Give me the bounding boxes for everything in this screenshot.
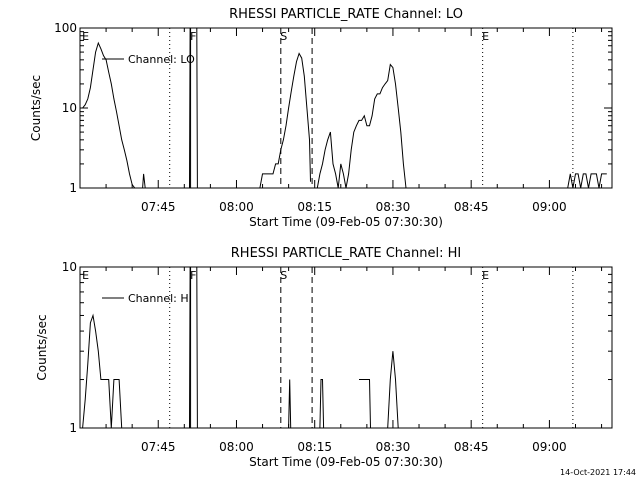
x-tick-label: 09:00 (532, 440, 567, 454)
event-marker-label: F (190, 269, 196, 282)
series-line-orbit-1 (82, 41, 138, 189)
event-marker-label: S (280, 30, 287, 43)
chart-title: RHESSI PARTICLE_RATE Channel: LO (229, 7, 463, 22)
x-tick-label: 07:45 (141, 440, 176, 454)
event-marker-label: S (280, 269, 287, 282)
x-tick-label: 08:15 (297, 440, 332, 454)
event-marker-label: E (82, 30, 89, 43)
x-tick-label: 09:00 (532, 200, 567, 214)
series-line-spike-early (142, 173, 146, 189)
event-marker-label: F (190, 30, 196, 43)
x-tick-label: 07:45 (141, 200, 176, 214)
footer-date: 14-Oct-2021 17:44 (560, 468, 636, 477)
x-tick-label: 08:30 (376, 200, 411, 214)
x-tick-label: 08:45 (454, 200, 489, 214)
event-marker-label: E (82, 269, 89, 282)
series-line-step (359, 379, 371, 429)
chart-panel-hi: RHESSI PARTICLE_RATE Channel: HI 1 10 Count… (35, 246, 613, 469)
series-line-block-F (189, 27, 198, 189)
y-tick-label: 10 (62, 101, 77, 115)
x-axis-label: Start Time (09-Feb-05 07:30:30) (249, 215, 443, 229)
legend-label: Channel: HI (128, 292, 192, 305)
series-line-orbit-1 (82, 313, 123, 429)
series-line-spike-1 (288, 379, 292, 429)
x-tick-label: 08:45 (454, 440, 489, 454)
y-tick-label: 100 (54, 21, 77, 35)
x-tick-label: 08:00 (219, 440, 254, 454)
y-tick-label: 1 (69, 181, 77, 195)
series-line-spike-3 (387, 351, 399, 429)
event-marker-label: E (482, 30, 489, 43)
x-axis-label: Start Time (09-Feb-05 07:30:30) (249, 455, 443, 469)
y-axis-label: Counts/sec (29, 75, 43, 141)
series-line-orbit-3 (316, 63, 407, 189)
chart-panel-lo: RHESSI PARTICLE_RATE Channel: LO 1 10 100 Co… (29, 7, 613, 229)
plot-frame (79, 266, 613, 429)
chart-title: RHESSI PARTICLE_RATE Channel: HI (231, 246, 461, 261)
series-line-spike-2 (319, 379, 325, 429)
y-tick-label: 10 (62, 260, 77, 274)
event-marker-label: E (482, 269, 489, 282)
series-line-block-F (189, 266, 198, 429)
x-tick-label: 08:30 (376, 440, 411, 454)
series-line-orbit-2 (257, 52, 311, 189)
legend-label: Channel: LO (128, 53, 195, 66)
x-tick-label: 08:00 (219, 200, 254, 214)
x-tick-label: 08:15 (297, 200, 332, 214)
y-tick-label: 1 (69, 421, 77, 435)
y-axis-label: Counts/sec (35, 314, 49, 380)
series-line-orbit-4 (567, 173, 607, 189)
plot-frame (79, 27, 613, 189)
